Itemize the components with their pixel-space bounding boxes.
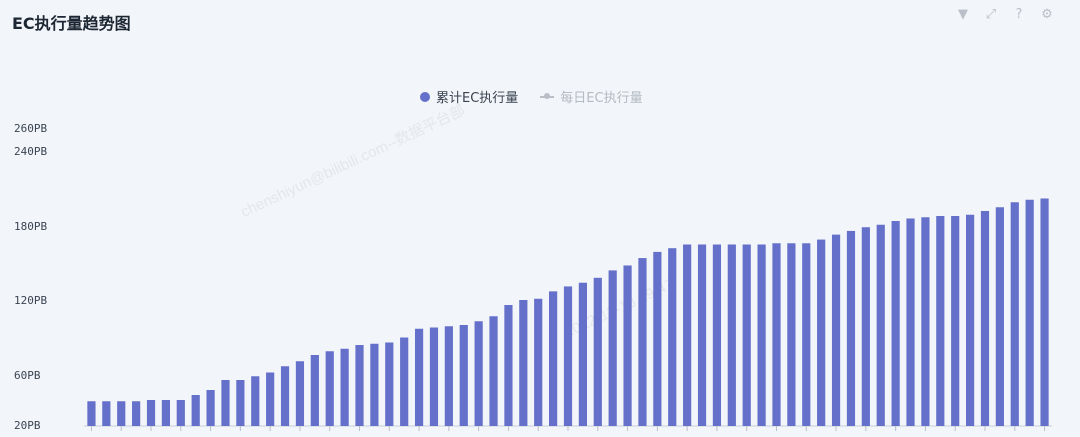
bar[interactable] bbox=[400, 338, 408, 427]
bar[interactable] bbox=[370, 344, 378, 426]
bar[interactable] bbox=[802, 243, 810, 426]
bar[interactable] bbox=[564, 286, 572, 426]
bar[interactable] bbox=[921, 217, 929, 426]
bar[interactable] bbox=[147, 400, 155, 426]
bar[interactable] bbox=[638, 258, 646, 426]
bar[interactable] bbox=[251, 376, 259, 426]
bar[interactable] bbox=[132, 401, 140, 426]
bar[interactable] bbox=[981, 211, 989, 426]
bar[interactable] bbox=[549, 291, 557, 426]
y-tick-label: 120PB bbox=[14, 294, 47, 307]
bar[interactable] bbox=[713, 245, 721, 427]
bar[interactable] bbox=[847, 231, 855, 426]
bar[interactable] bbox=[281, 366, 289, 426]
bar[interactable] bbox=[653, 252, 661, 426]
bar[interactable] bbox=[772, 243, 780, 426]
bar[interactable] bbox=[102, 401, 110, 426]
bar[interactable] bbox=[221, 380, 229, 426]
bar[interactable] bbox=[117, 401, 125, 426]
bar[interactable] bbox=[609, 270, 617, 426]
bar[interactable] bbox=[579, 283, 587, 426]
bar[interactable] bbox=[758, 245, 766, 427]
bar[interactable] bbox=[192, 395, 200, 426]
bar[interactable] bbox=[430, 328, 438, 427]
bar[interactable] bbox=[519, 300, 527, 426]
bar[interactable] bbox=[177, 400, 185, 426]
bar[interactable] bbox=[445, 326, 453, 426]
y-tick-label: 20PB bbox=[14, 419, 41, 432]
bar[interactable] bbox=[787, 243, 795, 426]
bar[interactable] bbox=[1011, 202, 1019, 426]
bar[interactable] bbox=[385, 343, 393, 427]
bar[interactable] bbox=[87, 401, 95, 426]
y-tick-label: 60PB bbox=[14, 369, 41, 382]
bar[interactable] bbox=[683, 245, 691, 427]
bar[interactable] bbox=[296, 361, 304, 426]
bar[interactable] bbox=[877, 225, 885, 426]
bar[interactable] bbox=[906, 219, 914, 427]
bar[interactable] bbox=[534, 299, 542, 426]
bar[interactable] bbox=[594, 278, 602, 426]
bar[interactable] bbox=[475, 321, 483, 426]
bar[interactable] bbox=[355, 345, 363, 426]
y-tick-label: 180PB bbox=[14, 220, 47, 233]
bar[interactable] bbox=[936, 216, 944, 426]
bar[interactable] bbox=[951, 216, 959, 426]
bar[interactable] bbox=[832, 235, 840, 426]
bar[interactable] bbox=[743, 245, 751, 427]
bar[interactable] bbox=[266, 373, 274, 427]
bar[interactable] bbox=[489, 316, 497, 426]
bar[interactable] bbox=[668, 248, 676, 426]
bar[interactable] bbox=[996, 207, 1004, 426]
bar[interactable] bbox=[162, 400, 170, 426]
bar[interactable] bbox=[504, 305, 512, 426]
bar[interactable] bbox=[326, 351, 334, 426]
y-tick-label: 260PB bbox=[14, 122, 47, 135]
bar[interactable] bbox=[206, 390, 214, 426]
bar[interactable] bbox=[415, 329, 423, 426]
bar[interactable] bbox=[698, 245, 706, 427]
bar[interactable] bbox=[341, 349, 349, 426]
bar[interactable] bbox=[236, 380, 244, 426]
bar[interactable] bbox=[892, 221, 900, 426]
bar[interactable] bbox=[966, 215, 974, 426]
bar[interactable] bbox=[311, 355, 319, 426]
bar[interactable] bbox=[728, 245, 736, 427]
bar[interactable] bbox=[862, 227, 870, 426]
bar[interactable] bbox=[1040, 199, 1048, 427]
y-tick-label: 240PB bbox=[14, 145, 47, 158]
bar[interactable] bbox=[460, 325, 468, 426]
bar[interactable] bbox=[623, 265, 631, 426]
bar[interactable] bbox=[1026, 200, 1034, 426]
bar[interactable] bbox=[817, 240, 825, 426]
